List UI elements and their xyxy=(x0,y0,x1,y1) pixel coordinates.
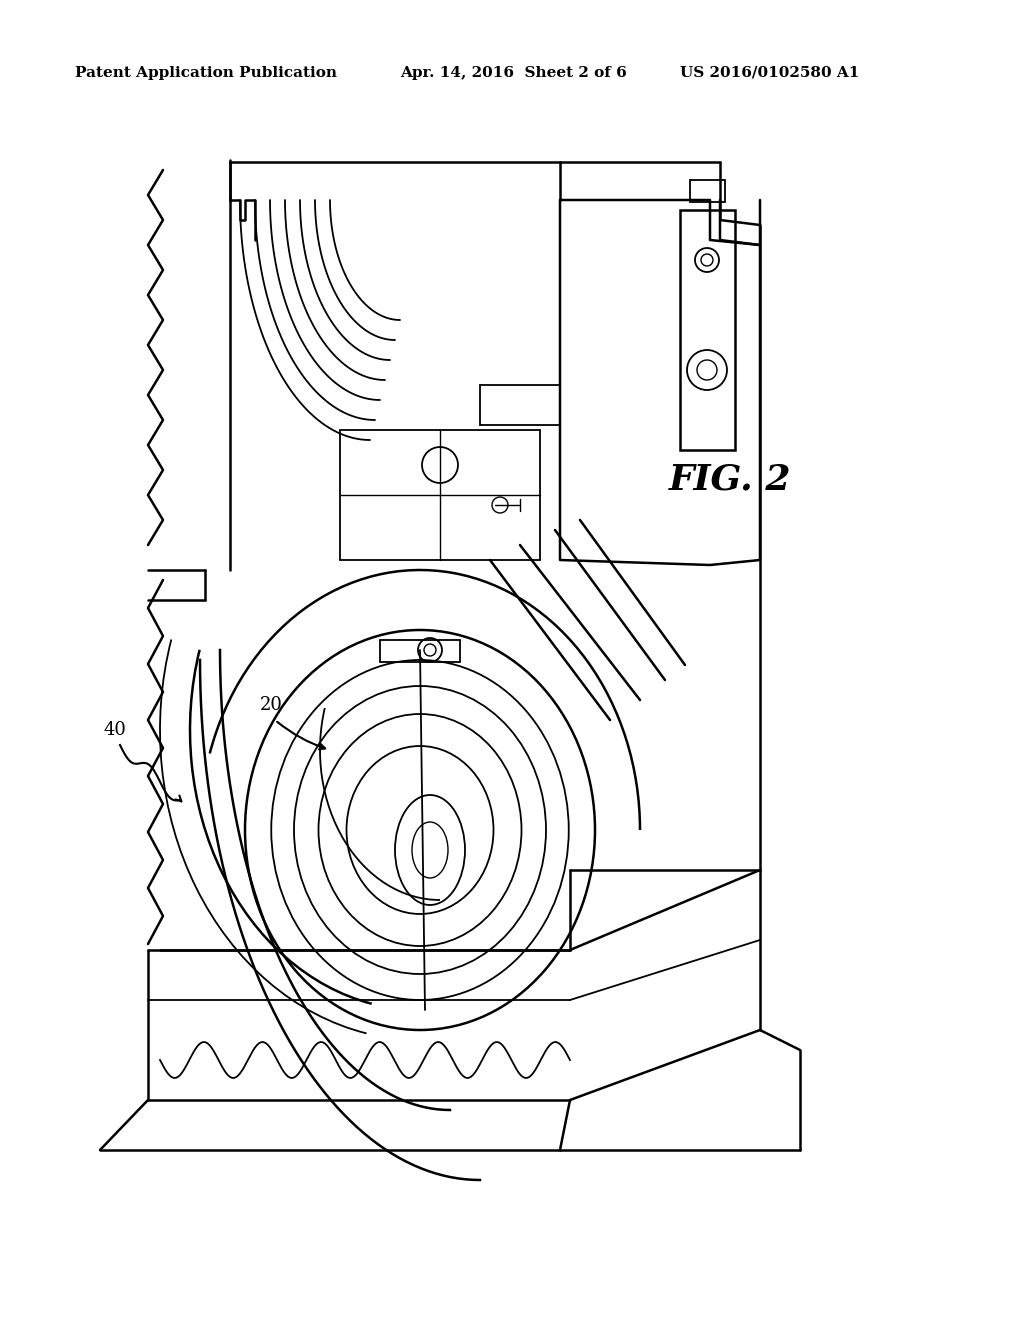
Bar xyxy=(690,180,725,202)
Bar xyxy=(380,640,460,663)
Bar xyxy=(340,430,540,560)
Text: 20: 20 xyxy=(260,696,283,714)
Text: Patent Application Publication: Patent Application Publication xyxy=(75,66,337,81)
Text: US 2016/0102580 A1: US 2016/0102580 A1 xyxy=(680,66,859,81)
Bar xyxy=(480,385,560,425)
Text: FIG. 2: FIG. 2 xyxy=(669,463,792,498)
Bar xyxy=(680,210,735,450)
Text: Apr. 14, 2016  Sheet 2 of 6: Apr. 14, 2016 Sheet 2 of 6 xyxy=(400,66,627,81)
Text: 40: 40 xyxy=(103,721,126,739)
